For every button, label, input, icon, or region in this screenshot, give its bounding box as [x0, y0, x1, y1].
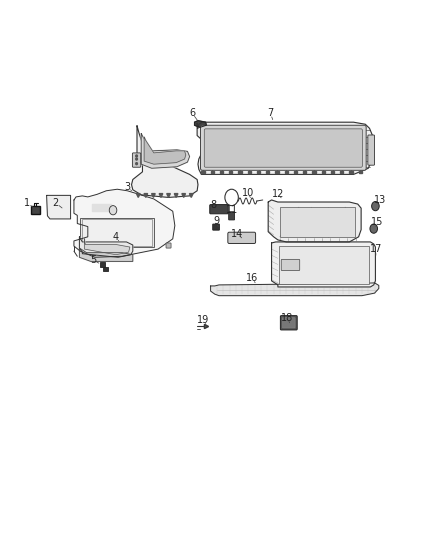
- Bar: [238, 171, 242, 173]
- Circle shape: [109, 206, 117, 215]
- Text: 15: 15: [371, 217, 384, 228]
- Text: 13: 13: [374, 195, 386, 205]
- FancyBboxPatch shape: [53, 201, 65, 213]
- Bar: [285, 171, 288, 173]
- Bar: [80, 218, 154, 247]
- FancyBboxPatch shape: [166, 243, 171, 248]
- Text: 3: 3: [125, 182, 131, 192]
- Text: 1: 1: [24, 198, 30, 208]
- Text: 18: 18: [281, 313, 293, 322]
- Text: 2: 2: [53, 198, 59, 208]
- Bar: [211, 171, 214, 173]
- FancyBboxPatch shape: [201, 125, 366, 171]
- FancyBboxPatch shape: [281, 260, 300, 271]
- Bar: [257, 171, 260, 173]
- Text: 12: 12: [272, 189, 284, 199]
- Bar: [247, 171, 251, 173]
- Text: 9: 9: [213, 216, 219, 227]
- Text: 7: 7: [267, 108, 273, 118]
- FancyBboxPatch shape: [229, 212, 235, 220]
- Bar: [280, 207, 355, 237]
- Circle shape: [370, 224, 378, 233]
- FancyBboxPatch shape: [283, 318, 295, 328]
- FancyBboxPatch shape: [228, 232, 256, 244]
- Bar: [294, 171, 297, 173]
- Text: 4: 4: [113, 232, 119, 242]
- Bar: [340, 171, 343, 173]
- FancyBboxPatch shape: [204, 129, 362, 167]
- Text: 11: 11: [226, 205, 239, 215]
- Polygon shape: [85, 239, 130, 255]
- Polygon shape: [144, 137, 186, 164]
- Bar: [82, 220, 152, 246]
- FancyBboxPatch shape: [368, 135, 374, 165]
- Bar: [321, 171, 325, 173]
- Text: 17: 17: [370, 244, 382, 254]
- Bar: [312, 171, 316, 173]
- Circle shape: [136, 158, 138, 160]
- Text: 10: 10: [241, 188, 254, 198]
- Circle shape: [136, 155, 138, 157]
- Bar: [220, 171, 223, 173]
- Text: 16: 16: [246, 273, 258, 283]
- Polygon shape: [272, 242, 375, 287]
- Text: 19: 19: [197, 314, 209, 325]
- Polygon shape: [131, 126, 198, 197]
- Circle shape: [371, 201, 379, 211]
- Bar: [276, 171, 279, 173]
- Polygon shape: [46, 196, 71, 219]
- Bar: [350, 171, 353, 173]
- Bar: [266, 171, 269, 173]
- Bar: [279, 246, 369, 284]
- FancyBboxPatch shape: [210, 205, 228, 214]
- Polygon shape: [79, 248, 133, 261]
- Bar: [229, 171, 233, 173]
- FancyBboxPatch shape: [102, 266, 108, 271]
- Polygon shape: [141, 133, 190, 168]
- Polygon shape: [268, 200, 361, 242]
- Polygon shape: [74, 189, 175, 257]
- Text: 8: 8: [211, 200, 217, 210]
- Circle shape: [136, 163, 138, 165]
- Bar: [359, 171, 362, 173]
- FancyBboxPatch shape: [100, 262, 105, 266]
- Text: 5: 5: [90, 255, 96, 265]
- FancyBboxPatch shape: [32, 206, 40, 214]
- Text: 14: 14: [231, 229, 243, 239]
- Polygon shape: [194, 120, 206, 127]
- FancyBboxPatch shape: [132, 153, 141, 167]
- Polygon shape: [79, 237, 133, 257]
- Bar: [303, 171, 307, 173]
- Polygon shape: [197, 122, 372, 174]
- Bar: [331, 171, 334, 173]
- Text: 6: 6: [189, 108, 195, 118]
- FancyBboxPatch shape: [280, 316, 297, 330]
- Polygon shape: [211, 283, 379, 296]
- FancyBboxPatch shape: [49, 197, 67, 217]
- Bar: [201, 171, 205, 173]
- FancyBboxPatch shape: [213, 224, 219, 230]
